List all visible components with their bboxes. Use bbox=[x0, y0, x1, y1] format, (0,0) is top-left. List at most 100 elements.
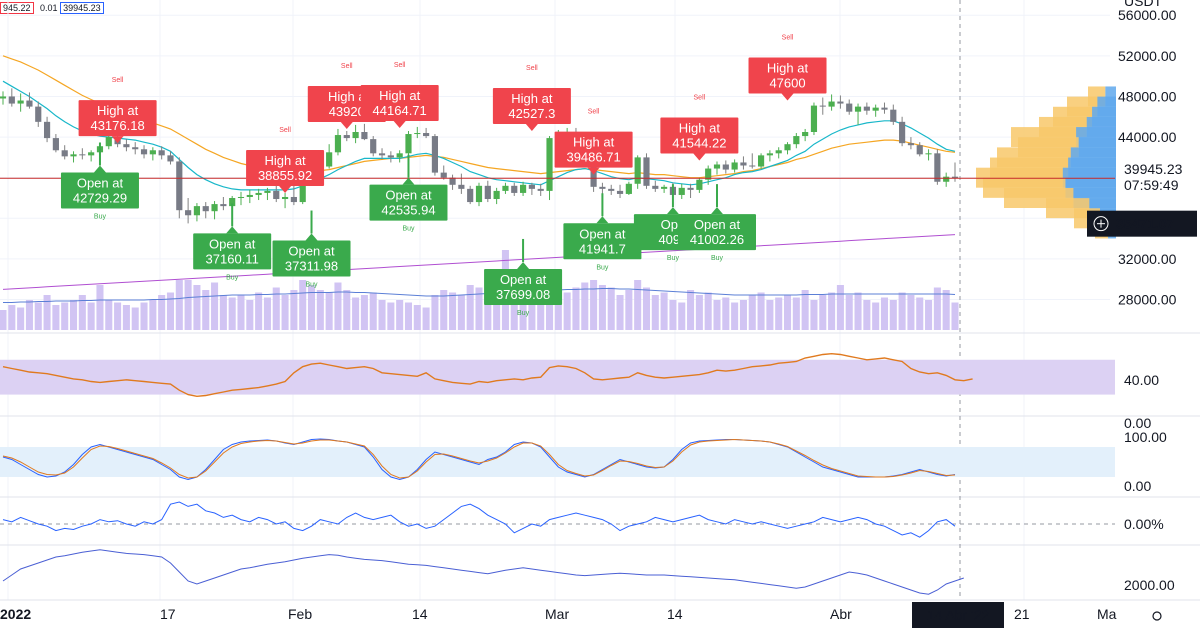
signal-value: 37160.11 bbox=[206, 251, 259, 266]
buy-marker-label: Buy bbox=[667, 255, 680, 262]
candle-body bbox=[237, 196, 245, 198]
volume-bar bbox=[951, 302, 959, 330]
open-signal-box bbox=[484, 268, 563, 305]
candle-body bbox=[43, 121, 51, 139]
signal-value: 39486.71 bbox=[566, 150, 620, 165]
signal-label: Open at bbox=[385, 188, 432, 203]
signal-label: High at bbox=[97, 103, 139, 118]
volume-bar bbox=[563, 292, 571, 330]
top-legend: 945.22 0.01 39945.23 bbox=[0, 2, 108, 14]
high-signal-box bbox=[246, 149, 325, 186]
rsi-pane: 40.00 bbox=[0, 352, 1159, 398]
candle-body bbox=[334, 135, 342, 153]
signal-value: 44164.71 bbox=[373, 103, 427, 118]
candle-body bbox=[854, 106, 862, 112]
volume-bar bbox=[25, 300, 33, 330]
sell-marker-label: Sell bbox=[782, 35, 794, 42]
candle-body bbox=[246, 194, 253, 197]
candle-body bbox=[35, 106, 42, 122]
open-signal-box bbox=[678, 214, 756, 251]
candle-body bbox=[281, 196, 289, 200]
candle-body bbox=[493, 190, 500, 200]
volume-bar bbox=[449, 292, 457, 330]
candle-body bbox=[405, 134, 412, 154]
crosshair-date-tag bbox=[912, 602, 1004, 628]
volume-bar bbox=[404, 302, 413, 330]
open-signal-box bbox=[193, 233, 272, 270]
volume-bar bbox=[78, 295, 86, 330]
candle-body bbox=[696, 179, 703, 190]
volume-bar bbox=[642, 287, 651, 330]
candle-body bbox=[343, 135, 350, 139]
y-axis-label: 44000.00 bbox=[1118, 129, 1177, 145]
volume-bar bbox=[704, 292, 712, 330]
candle-body bbox=[52, 138, 59, 151]
candle-body bbox=[70, 154, 77, 157]
signal-pointer bbox=[393, 120, 406, 128]
signal-pointer bbox=[93, 165, 106, 173]
volume-bar bbox=[131, 307, 139, 330]
candle-body bbox=[123, 144, 130, 148]
signal-pointer bbox=[587, 167, 600, 175]
signal-value: 41941.7 bbox=[579, 241, 626, 256]
candle-body bbox=[414, 133, 421, 135]
volume-bar bbox=[325, 292, 333, 330]
settings-gear-icon[interactable] bbox=[1152, 611, 1162, 621]
candle-body bbox=[634, 157, 641, 184]
candle-body bbox=[185, 210, 192, 216]
volume-bar bbox=[484, 295, 492, 330]
slow-ema-line bbox=[2, 55, 956, 179]
volume-bar bbox=[810, 300, 818, 330]
candle-body bbox=[810, 105, 818, 132]
candle-body bbox=[546, 138, 553, 191]
open-signal-box bbox=[272, 240, 351, 277]
volume-bar bbox=[854, 292, 862, 330]
signal-value: 42535.94 bbox=[381, 203, 435, 218]
candle-body bbox=[722, 164, 729, 170]
volume-bar bbox=[519, 280, 527, 330]
signal-label: Open at bbox=[694, 217, 741, 232]
legend-bid-value: 945.22 bbox=[0, 2, 34, 14]
volume-bar bbox=[43, 295, 51, 330]
volume-bar bbox=[545, 285, 554, 330]
candle-body bbox=[26, 100, 33, 107]
volume-bar bbox=[263, 297, 271, 330]
volume-bar bbox=[52, 305, 60, 330]
volume-bar bbox=[316, 290, 324, 330]
signal-pointer bbox=[596, 216, 609, 224]
volume-bar bbox=[731, 302, 739, 330]
volume-profile-bar-sell bbox=[1105, 86, 1116, 107]
signal-pointer bbox=[226, 226, 239, 234]
candle-body bbox=[352, 132, 359, 139]
candle-body bbox=[766, 153, 773, 156]
volume-bar bbox=[942, 290, 950, 330]
sell-marker-label: Sell bbox=[279, 127, 291, 134]
open-signal-box bbox=[369, 184, 448, 221]
candle-body bbox=[431, 136, 439, 173]
buy-marker-label: Buy bbox=[226, 274, 239, 281]
crosshair-price-tag bbox=[1087, 210, 1197, 237]
candle-body bbox=[361, 132, 368, 140]
volume-bar bbox=[510, 285, 518, 330]
volume-bar bbox=[34, 302, 42, 330]
volume-bar bbox=[757, 292, 765, 330]
stoch-axis-label-bottom: 0.00 bbox=[1124, 478, 1151, 494]
candle-body bbox=[79, 154, 86, 156]
candle-body bbox=[819, 105, 826, 107]
volume-bar bbox=[360, 295, 368, 330]
volume-bar bbox=[695, 295, 703, 330]
candle-body bbox=[17, 100, 24, 104]
signal-label: High at bbox=[379, 88, 421, 103]
volume-bar bbox=[766, 300, 774, 330]
stoch-pane: 100.000.000.00 bbox=[0, 415, 1167, 494]
volume-bar bbox=[925, 300, 933, 330]
x-axis-label: Ma bbox=[1097, 606, 1117, 622]
signal-pointer bbox=[517, 261, 530, 269]
candle-body bbox=[740, 162, 747, 166]
volume-bar bbox=[616, 295, 624, 330]
volume-bar bbox=[343, 290, 351, 330]
quote-currency-label: USDT bbox=[1124, 0, 1163, 9]
signal-label: High at bbox=[767, 61, 809, 76]
